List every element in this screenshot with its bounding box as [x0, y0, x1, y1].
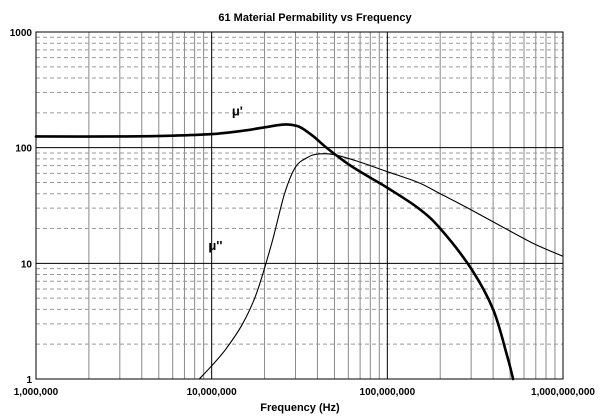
chart-title: 61 Material Permability vs Frequency	[218, 12, 412, 24]
y-tick-label: 1	[26, 375, 32, 386]
y-tick-label: 1000	[10, 28, 33, 39]
series-layer	[34, 123, 564, 381]
grid-minor	[36, 32, 563, 379]
x-axis-title: Frequency (Hz)	[260, 402, 340, 414]
x-tick-label: 1,000,000,000	[531, 387, 595, 398]
x-tick-labels: 1,000,000 10,000,000 100,000,000 1,000,000,…	[14, 387, 596, 398]
series-line-mu-double-prime	[198, 153, 564, 380]
series-label-mu-prime: μ'	[232, 103, 243, 118]
series-labels: μ' μ''	[208, 103, 243, 253]
y-tick-labels: 1 10 100 1000	[10, 28, 33, 386]
y-tick-label: 100	[15, 144, 32, 155]
series-line-mu-prime	[34, 123, 515, 381]
series-label-mu-double-prime: μ''	[208, 238, 222, 253]
x-tick-label: 10,000,000	[187, 387, 237, 398]
plot-area-border	[35, 31, 564, 380]
x-tick-label: 1,000,000	[14, 387, 59, 398]
y-tick-label: 10	[21, 259, 33, 270]
x-tick-label: 100,000,000	[360, 387, 416, 398]
